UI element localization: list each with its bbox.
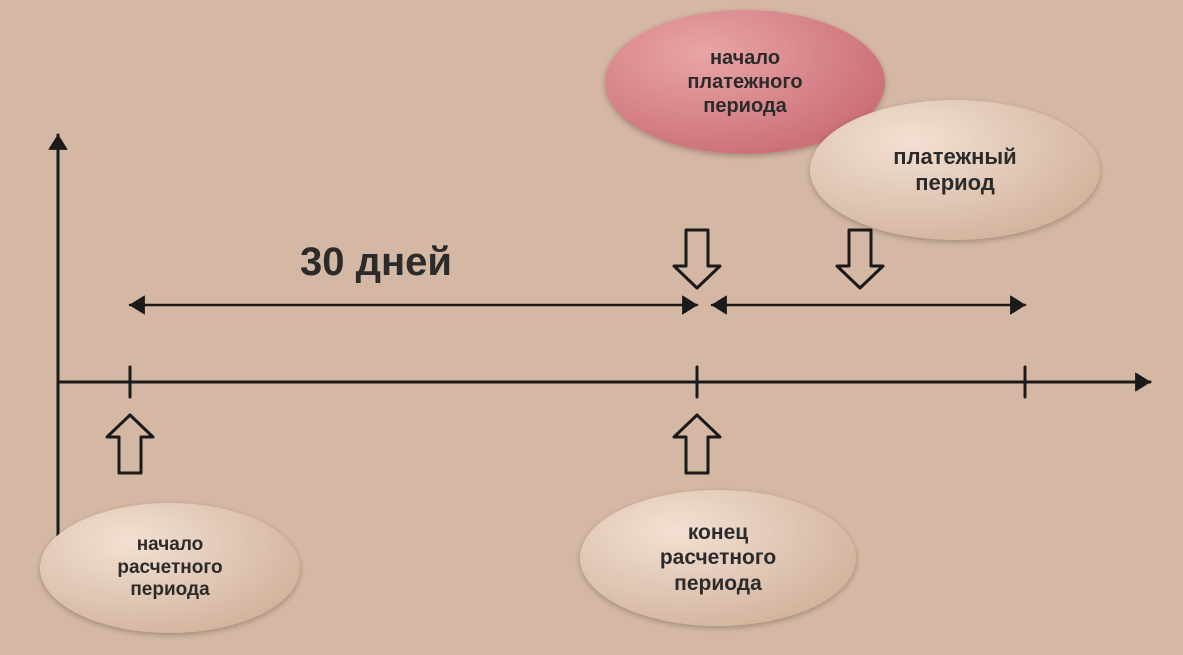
span-label-span-30-days: 30 дней: [300, 240, 452, 285]
arrow-pay-period-down: [837, 230, 883, 288]
diagram-stage: начало платежного периода платежный перио…: [0, 0, 1183, 655]
ellipse-start-calc-label: начало расчетного периода: [117, 534, 222, 602]
arrow-start-calc-up: [107, 415, 153, 473]
ellipse-payment-period-label: платежный период: [893, 144, 1016, 197]
ellipse-payment-period: платежный период: [810, 100, 1100, 240]
ellipse-end-calc-label: конец расчетного периода: [660, 520, 776, 596]
ellipse-start-calc: начало расчетного периода: [40, 503, 300, 633]
arrow-start-pay-down: [674, 230, 720, 288]
arrow-end-calc-up: [674, 415, 720, 473]
ellipse-start-payment-label: начало платежного периода: [687, 46, 802, 118]
ellipse-end-calc: конец расчетного периода: [580, 490, 856, 626]
